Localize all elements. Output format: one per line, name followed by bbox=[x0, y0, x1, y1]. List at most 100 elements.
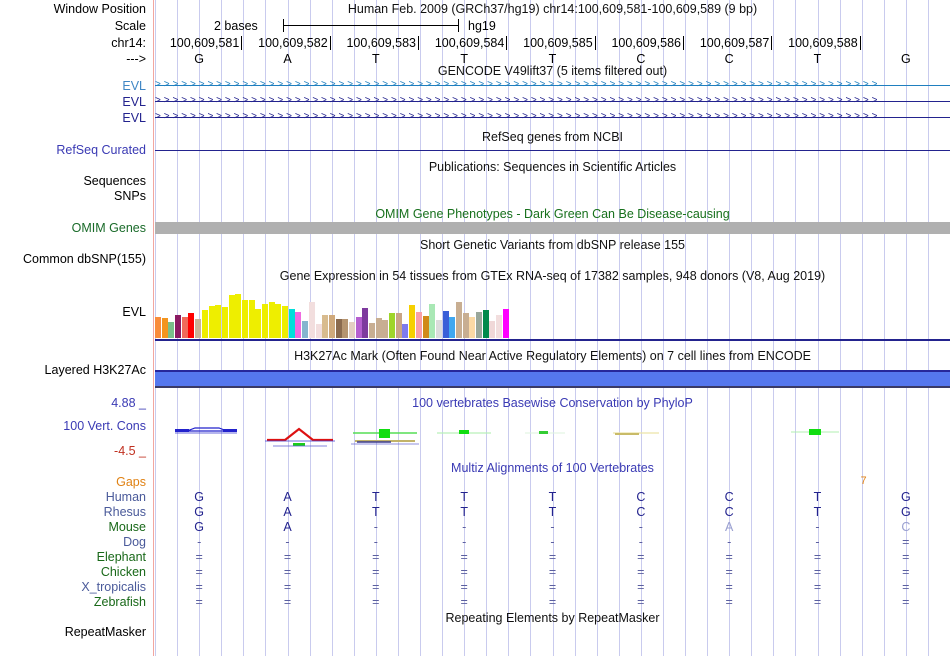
track-label-evl-1[interactable]: EVL bbox=[122, 79, 146, 93]
conservation-feature-2[interactable] bbox=[265, 424, 335, 447]
gtex-tissue-bar[interactable] bbox=[208, 306, 215, 338]
gtex-tissue-bar[interactable] bbox=[175, 315, 182, 338]
gridline bbox=[928, 0, 929, 656]
track-label-repeatmasker[interactable]: RepeatMasker bbox=[64, 625, 146, 639]
track-label-layered-h3k27ac[interactable]: Layered H3K27Ac bbox=[44, 363, 146, 377]
omim-gene-band[interactable] bbox=[155, 222, 950, 234]
multiz-base-zebrafish: = bbox=[902, 595, 910, 609]
chrom-label: chr14: bbox=[111, 36, 146, 50]
gtex-tissue-bar[interactable] bbox=[429, 304, 436, 338]
gtex-tissue-bar[interactable] bbox=[382, 320, 389, 338]
gtex-tissue-bar[interactable] bbox=[389, 313, 396, 338]
species-label-rhesus[interactable]: Rhesus bbox=[103, 505, 146, 519]
track-label-sequences[interactable]: Sequences bbox=[83, 174, 146, 188]
gtex-tissue-bar[interactable] bbox=[268, 302, 275, 338]
gtex-tissue-bar[interactable] bbox=[455, 302, 462, 338]
ruler-tick-label: 100,609,582 bbox=[258, 36, 328, 50]
gtex-tissue-bar[interactable] bbox=[201, 310, 208, 338]
gtex-tissue-bar[interactable] bbox=[288, 309, 295, 338]
track-label-evl-3[interactable]: EVL bbox=[122, 111, 146, 125]
gtex-tissue-bar[interactable] bbox=[509, 315, 516, 338]
track-label-omim-genes[interactable]: OMIM Genes bbox=[71, 221, 146, 235]
gtex-tissue-bar[interactable] bbox=[215, 305, 222, 338]
track-label-common-dbsnp[interactable]: Common dbSNP(155) bbox=[23, 252, 146, 266]
gtex-tissue-bar[interactable] bbox=[262, 304, 268, 338]
gtex-bar-chart[interactable] bbox=[155, 288, 950, 338]
multiz-base-elephant: = bbox=[283, 550, 292, 564]
gtex-tissue-bar[interactable] bbox=[402, 324, 409, 338]
track-label-refseq-curated[interactable]: RefSeq Curated bbox=[56, 143, 146, 157]
gtex-tissue-bar[interactable] bbox=[221, 307, 228, 338]
gtex-tissue-bar[interactable] bbox=[342, 319, 349, 338]
h3k27ac-signal-band[interactable] bbox=[155, 372, 950, 386]
gtex-tissue-bar[interactable] bbox=[241, 300, 248, 338]
gene-row-evl-1[interactable]: >>>>>>>>>>>>>>>>>>>>>>>>>>>>>>>>>>>>>>>>… bbox=[155, 80, 950, 91]
gtex-tissue-bar[interactable] bbox=[282, 306, 289, 338]
gtex-tissue-bar[interactable] bbox=[315, 324, 322, 338]
gtex-tissue-bar[interactable] bbox=[188, 313, 195, 338]
gtex-tissue-bar[interactable] bbox=[362, 308, 369, 338]
gridline bbox=[795, 0, 796, 656]
conservation-feature-6[interactable] bbox=[613, 426, 659, 448]
gtex-tissue-bar[interactable] bbox=[395, 313, 402, 338]
gtex-tissue-bar[interactable] bbox=[449, 317, 456, 338]
refseq-gene-line[interactable] bbox=[155, 150, 950, 151]
species-label-dog[interactable]: Dog bbox=[123, 535, 146, 549]
gtex-tissue-bar[interactable] bbox=[348, 322, 355, 338]
species-label-elephant[interactable]: Elephant bbox=[96, 550, 146, 564]
gtex-tissue-bar[interactable] bbox=[155, 317, 161, 338]
scale-bar-right-cap bbox=[458, 19, 459, 32]
gridline bbox=[884, 0, 885, 656]
species-label-x-tropicalis[interactable]: X_tropicalis bbox=[81, 580, 146, 594]
gtex-tissue-bar[interactable] bbox=[235, 294, 242, 338]
gtex-tissue-bar[interactable] bbox=[502, 309, 509, 338]
species-label-human[interactable]: Human bbox=[105, 490, 146, 504]
gtex-tissue-bar[interactable] bbox=[295, 312, 302, 338]
gene-row-evl-2[interactable]: >>>>>>>>>>>>>>>>>>>>>>>>>>>>>>>>>>>>>>>>… bbox=[155, 96, 950, 107]
gtex-tissue-bar[interactable] bbox=[476, 312, 482, 338]
gtex-tissue-bar[interactable] bbox=[355, 317, 362, 338]
conservation-feature-1[interactable] bbox=[175, 424, 237, 446]
gtex-tissue-bar[interactable] bbox=[181, 317, 188, 338]
gtex-tissue-bar[interactable] bbox=[415, 312, 422, 338]
gencode-caption: GENCODE V49lift37 (5 items filtered out) bbox=[437, 64, 668, 78]
gtex-tissue-bar[interactable] bbox=[275, 304, 282, 338]
gtex-tissue-bar[interactable] bbox=[462, 313, 469, 338]
gtex-tissue-bar[interactable] bbox=[489, 321, 496, 338]
species-label-zebrafish[interactable]: Zebrafish bbox=[93, 595, 146, 609]
gtex-tissue-bar[interactable] bbox=[248, 300, 255, 338]
gtex-tissue-bar[interactable] bbox=[482, 310, 489, 338]
gtex-tissue-bar[interactable] bbox=[195, 319, 202, 338]
gtex-tissue-bar[interactable] bbox=[161, 318, 168, 338]
phylop-wiggle-icon bbox=[791, 429, 839, 435]
gtex-tissue-bar[interactable] bbox=[328, 315, 335, 338]
track-label-gtex-evl[interactable]: EVL bbox=[122, 305, 146, 319]
conservation-feature-4[interactable] bbox=[437, 426, 491, 448]
gtex-tissue-bar[interactable] bbox=[422, 316, 429, 338]
gtex-tissue-bar[interactable] bbox=[322, 315, 329, 338]
gtex-tissue-bar[interactable] bbox=[308, 302, 315, 338]
gene-row-evl-3[interactable]: >>>>>>>>>>>>>>>>>>>>>>>>>>>>>>>>>>>>>>>>… bbox=[155, 112, 950, 123]
track-label-snps[interactable]: SNPs bbox=[114, 189, 146, 203]
gridline bbox=[641, 0, 642, 656]
gtex-tissue-bar[interactable] bbox=[168, 322, 175, 338]
gtex-tissue-bar[interactable] bbox=[302, 321, 309, 338]
gtex-tissue-bar[interactable] bbox=[496, 315, 503, 338]
gtex-tissue-bar[interactable] bbox=[255, 309, 262, 338]
gtex-tissue-bar[interactable] bbox=[469, 317, 476, 338]
assembly-label: hg19 bbox=[468, 19, 496, 33]
track-label-100-vert-cons[interactable]: 100 Vert. Cons bbox=[63, 419, 146, 433]
species-label-chicken[interactable]: Chicken bbox=[100, 565, 146, 579]
gtex-tissue-bar[interactable] bbox=[375, 318, 382, 338]
gtex-tissue-bar[interactable] bbox=[335, 319, 342, 338]
gtex-tissue-bar[interactable] bbox=[228, 295, 235, 338]
track-label-evl-2[interactable]: EVL bbox=[122, 95, 146, 109]
gtex-tissue-bar[interactable] bbox=[442, 311, 449, 338]
conservation-feature-5[interactable] bbox=[525, 426, 565, 448]
conservation-feature-3[interactable] bbox=[351, 424, 419, 446]
gtex-tissue-bar[interactable] bbox=[435, 320, 442, 338]
gtex-tissue-bar[interactable] bbox=[409, 305, 416, 338]
gtex-tissue-bar[interactable] bbox=[369, 323, 375, 338]
conservation-feature-7[interactable] bbox=[791, 425, 839, 447]
species-label-mouse[interactable]: Mouse bbox=[108, 520, 146, 534]
